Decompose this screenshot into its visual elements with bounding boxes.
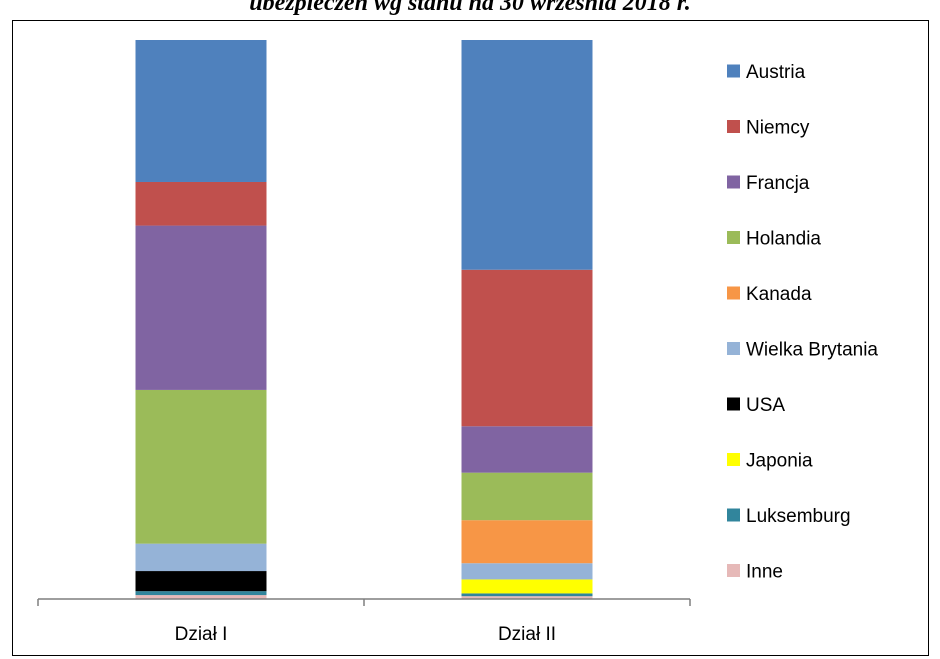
chart-frame	[12, 20, 929, 656]
chart-title: ubezpieczeń wg stanu na 30 września 2018…	[249, 0, 691, 16]
category-label-dzia-ii: Dział II	[498, 624, 556, 645]
bar-segment-luksemburg-dzia-i	[135, 591, 267, 596]
legend-label-japonia: Japonia	[746, 451, 813, 472]
bar-segment-wielka-brytania-dzia-i	[135, 543, 267, 572]
legend-label-francja: Francja	[746, 173, 810, 194]
bar-segment-austria-dzia-i	[135, 40, 267, 182]
legend-label-austria: Austria	[746, 62, 806, 83]
legend-label-holandia: Holandia	[746, 229, 821, 250]
bar-segment-francja-dzia-i	[135, 225, 267, 390]
legend-label-usa: USA	[746, 395, 785, 416]
legend-swatch-austria	[727, 64, 740, 78]
bar-segment-holandia-dzia-i	[135, 389, 267, 544]
legend-label-inne: Inne	[746, 562, 783, 583]
legend-swatch-japonia	[727, 453, 740, 466]
legend-swatch-inne	[727, 564, 740, 577]
bar-segment-kanada-dzia-ii	[461, 520, 593, 564]
bar-segment-inne-dzia-i	[135, 595, 267, 599]
legend-swatch-holandia	[727, 231, 740, 244]
bar-segment-francja-dzia-ii	[461, 426, 593, 473]
bar-segment-luksemburg-dzia-ii	[461, 593, 593, 597]
bar-segment-niemcy-dzia-i	[135, 181, 267, 226]
bar-segment-wielka-brytania-dzia-ii	[461, 563, 593, 580]
legend-swatch-usa	[727, 397, 740, 411]
legend-swatch-wielka-brytania	[727, 342, 740, 355]
legend-swatch-kanada	[727, 286, 740, 300]
bar-segment-niemcy-dzia-ii	[461, 269, 593, 427]
bar-segment-austria-dzia-ii	[461, 40, 593, 270]
legend-label-luksemburg: Luksemburg	[746, 506, 851, 527]
legend-swatch-niemcy	[727, 120, 740, 133]
bar-segment-inne-dzia-ii	[461, 596, 593, 599]
legend-label-niemcy: Niemcy	[746, 118, 810, 139]
legend-swatch-francja	[727, 175, 740, 189]
legend-label-kanada: Kanada	[746, 284, 812, 305]
legend-label-wielka-brytania: Wielka Brytania	[746, 340, 878, 361]
bar-segment-japonia-dzia-ii	[461, 579, 593, 594]
bar-segment-usa-dzia-i	[135, 571, 267, 592]
category-label-dzia-i: Dział I	[175, 624, 228, 645]
legend-swatch-luksemburg	[727, 508, 740, 522]
bar-segment-holandia-dzia-ii	[461, 472, 593, 521]
